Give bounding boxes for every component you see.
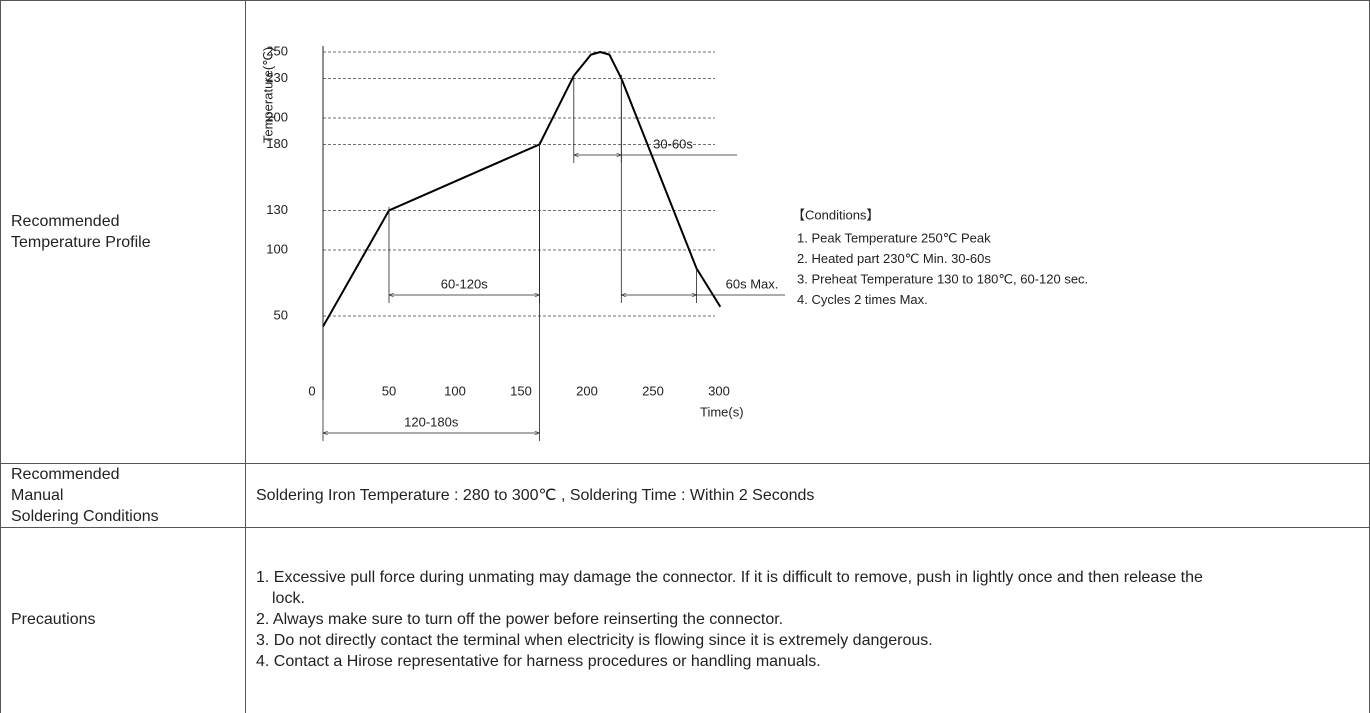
x-tick-label: 0: [308, 383, 315, 398]
precaution-item: 1. Excessive pull force during unmating …: [256, 568, 1203, 607]
precaution-item: 3. Do not directly contact the terminal …: [256, 631, 933, 649]
label-line: Recommended: [11, 213, 120, 230]
precaution-item: 2. Always make sure to turn off the powe…: [256, 610, 784, 628]
row-content: 1. Excessive pull force during unmating …: [245, 527, 1370, 713]
manual-text: Soldering Iron Temperature : 280 to 300℃…: [256, 487, 815, 504]
y-tick-label: 130: [266, 202, 288, 217]
label-line: Soldering Conditions: [11, 508, 159, 525]
condition-item: 1. Peak Temperature 250℃ Peak: [797, 230, 991, 245]
conditions-heading: 【Conditions】: [792, 207, 879, 222]
y-tick-label: 50: [274, 307, 288, 322]
label-line: Manual: [11, 487, 64, 504]
x-tick-label: 150: [510, 383, 532, 398]
row-content: Soldering Iron Temperature : 280 to 300℃…: [245, 463, 1370, 528]
row-label: Recommended Manual Soldering Conditions: [0, 463, 246, 528]
annotation-label: 30-60s: [653, 136, 693, 151]
x-axis-label: Time(s): [700, 404, 744, 419]
label-line: Precautions: [11, 610, 96, 628]
annotation-label: 60s Max.: [726, 276, 779, 291]
annotation-label: 60-120s: [441, 276, 488, 291]
y-tick-label: 100: [266, 241, 288, 256]
y-tick-label: 230: [266, 70, 288, 85]
y-tick-label: 200: [266, 109, 288, 124]
y-tick-label: 180: [266, 136, 288, 151]
y-tick-label: 250: [266, 43, 288, 58]
x-tick-label: 250: [642, 383, 664, 398]
chart: 【Conditions】 1. Peak Temperature 250℃ Pea…: [260, 43, 1088, 441]
condition-item: 4. Cycles 2 times Max.: [797, 292, 928, 307]
condition-item: 2. Heated part 230℃ Min. 30-60s: [797, 251, 991, 266]
profile-line: [322, 51, 722, 328]
label-line: Temperature Profile: [11, 234, 151, 251]
label-line: Recommended: [11, 466, 120, 483]
annotation-label: 120-180s: [404, 414, 459, 429]
x-tick-label: 200: [576, 383, 598, 398]
row-label: Precautions: [0, 527, 246, 713]
x-tick-label: 50: [382, 383, 396, 398]
y-axis-label: Temperature(℃): [260, 47, 275, 143]
condition-item: 3. Preheat Temperature 130 to 180℃, 60-1…: [797, 271, 1088, 286]
x-tick-label: 100: [444, 383, 466, 398]
precaution-item: 4. Contact a Hirose representative for h…: [256, 652, 821, 670]
x-tick-label: 300: [708, 383, 730, 398]
